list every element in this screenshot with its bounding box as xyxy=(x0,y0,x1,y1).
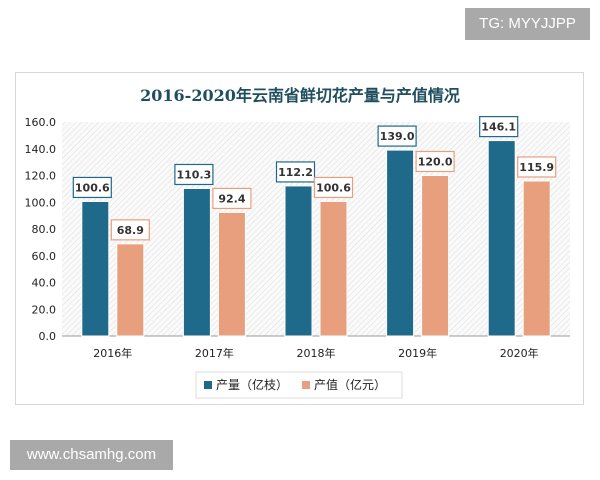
y-tick-label: 60.0 xyxy=(32,250,57,263)
chart-frame xyxy=(15,72,584,405)
bar-output xyxy=(81,200,110,337)
bar-value xyxy=(421,175,450,337)
data-label: 139.0 xyxy=(380,130,415,143)
data-label-box xyxy=(110,219,150,241)
bar-value xyxy=(116,243,145,337)
data-label: 100.6 xyxy=(75,181,110,194)
data-label-box xyxy=(275,161,316,183)
data-label: 68.9 xyxy=(117,224,144,237)
bar-value xyxy=(217,211,246,337)
y-tick-label: 0.0 xyxy=(39,330,57,343)
y-tick-label: 160.0 xyxy=(25,116,57,129)
data-label: 112.2 xyxy=(278,166,313,179)
legend-label: 产量（亿枝） xyxy=(216,377,288,392)
y-tick-label: 140.0 xyxy=(25,143,57,156)
bar-output xyxy=(182,187,211,337)
watermark-top: TG: MYYJJPP xyxy=(465,8,590,40)
y-tick-label: 20.0 xyxy=(32,303,57,316)
legend-swatch xyxy=(204,381,212,389)
x-tick-label: 2016年 xyxy=(93,346,132,360)
data-label-box xyxy=(174,163,214,186)
y-tick-label: 80.0 xyxy=(32,223,57,236)
y-tick-label: 40.0 xyxy=(32,277,57,290)
bar-output xyxy=(386,149,415,337)
data-label-box xyxy=(313,176,354,199)
data-label: 110.3 xyxy=(177,168,212,181)
data-label: 100.6 xyxy=(316,181,351,194)
x-tick-label: 2019年 xyxy=(398,346,437,360)
watermark-bottom: www.chsamhg.com xyxy=(10,440,173,470)
legend-swatch xyxy=(302,381,310,389)
bar-output xyxy=(487,140,516,337)
data-label-box xyxy=(212,187,252,210)
y-tick-label: 120.0 xyxy=(25,170,57,183)
data-label: 92.4 xyxy=(218,192,245,205)
legend-label: 产值（亿元） xyxy=(314,377,386,392)
data-label-box xyxy=(377,125,417,147)
x-tick-label: 2017年 xyxy=(195,346,234,360)
chart-title: 2016-2020年云南省鲜切花产量与产值情况 xyxy=(140,86,460,105)
legend xyxy=(195,371,403,399)
data-label: 120.0 xyxy=(418,156,453,169)
data-label: 115.9 xyxy=(519,161,554,174)
x-tick-label: 2020年 xyxy=(500,346,539,360)
data-label-box xyxy=(415,150,455,173)
y-tick-label: 100.0 xyxy=(25,196,57,209)
bar-value xyxy=(319,200,348,337)
x-tick-label: 2018年 xyxy=(297,346,336,360)
data-label: 146.1 xyxy=(481,121,516,134)
data-label-box xyxy=(479,115,519,138)
data-label-box xyxy=(72,176,112,199)
data-label-box xyxy=(517,156,557,178)
bar-value xyxy=(522,180,551,337)
bar-output xyxy=(284,185,313,337)
